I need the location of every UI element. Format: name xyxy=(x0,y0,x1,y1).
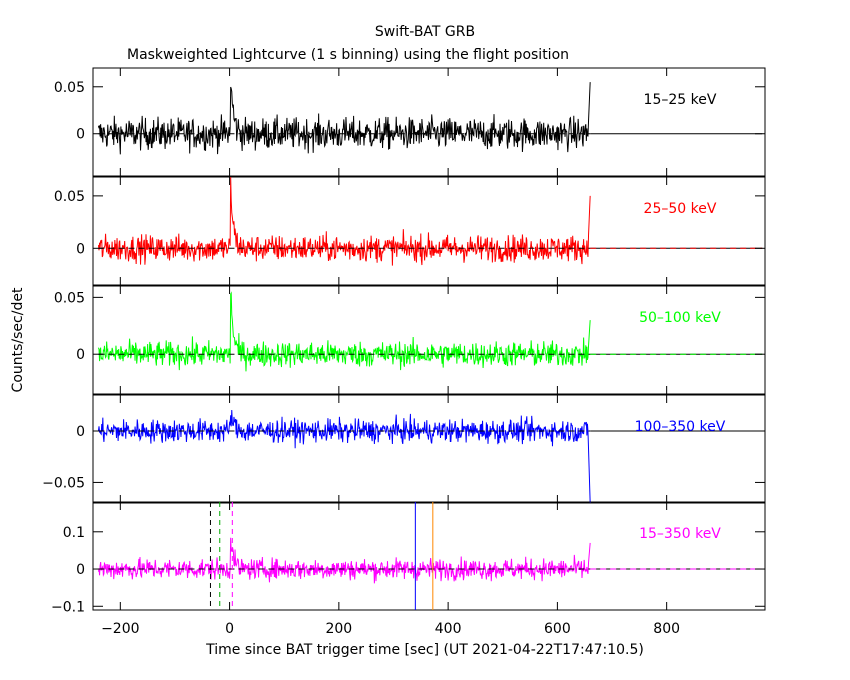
panel-energy-label: 25–50 keV xyxy=(644,201,717,217)
chart-title: Swift-BAT GRB xyxy=(375,24,475,40)
y-tick-label: −0.1 xyxy=(51,599,85,615)
panel-energy-label: 15–25 keV xyxy=(644,92,717,108)
y-tick-label: 0.05 xyxy=(54,189,85,205)
y-tick-label: 0.1 xyxy=(63,525,85,541)
y-tick-label: 0 xyxy=(76,347,85,363)
panel-frame xyxy=(92,67,766,177)
panel-frame xyxy=(92,176,766,286)
x-tick-label: 800 xyxy=(653,621,680,637)
panel-energy-label: 100–350 keV xyxy=(635,419,726,435)
chart-subtitle: Maskweighted Lightcurve (1 s binning) us… xyxy=(127,47,569,63)
y-tick-label: 0 xyxy=(76,127,85,143)
x-tick-label: −200 xyxy=(101,621,139,637)
x-tick-label: 400 xyxy=(435,621,462,637)
panel-energy-label: 15–350 keV xyxy=(639,526,721,542)
y-tick-label: 0 xyxy=(76,241,85,257)
x-tick-label: 0 xyxy=(225,621,234,637)
lightcurve-series xyxy=(97,409,591,504)
panel-frame xyxy=(92,394,766,504)
lightcurve-series xyxy=(97,176,591,266)
panel-frame xyxy=(92,501,766,611)
lightcurve-series xyxy=(97,291,591,372)
panel-frame xyxy=(92,285,766,395)
y-tick-label: 0.05 xyxy=(54,290,85,306)
x-tick-label: 200 xyxy=(325,621,352,637)
y-tick-label: 0.05 xyxy=(54,80,85,96)
y-axis-label: Counts/sec/det xyxy=(10,287,26,392)
y-tick-label: 0 xyxy=(76,424,85,440)
y-tick-label: −0.05 xyxy=(42,475,85,491)
x-tick-label: 600 xyxy=(544,621,571,637)
panels-group: 0 0.05 15–25 keV 0 0.05 25–50 keV 0 0.05 50–100 … xyxy=(42,67,766,637)
lightcurve-series xyxy=(97,82,591,155)
lightcurve-series xyxy=(97,537,591,584)
panel-energy-label: 50–100 keV xyxy=(639,310,721,326)
x-axis-label: Time since BAT trigger time [sec] (UT 20… xyxy=(205,642,644,658)
y-tick-label: 0 xyxy=(76,562,85,578)
